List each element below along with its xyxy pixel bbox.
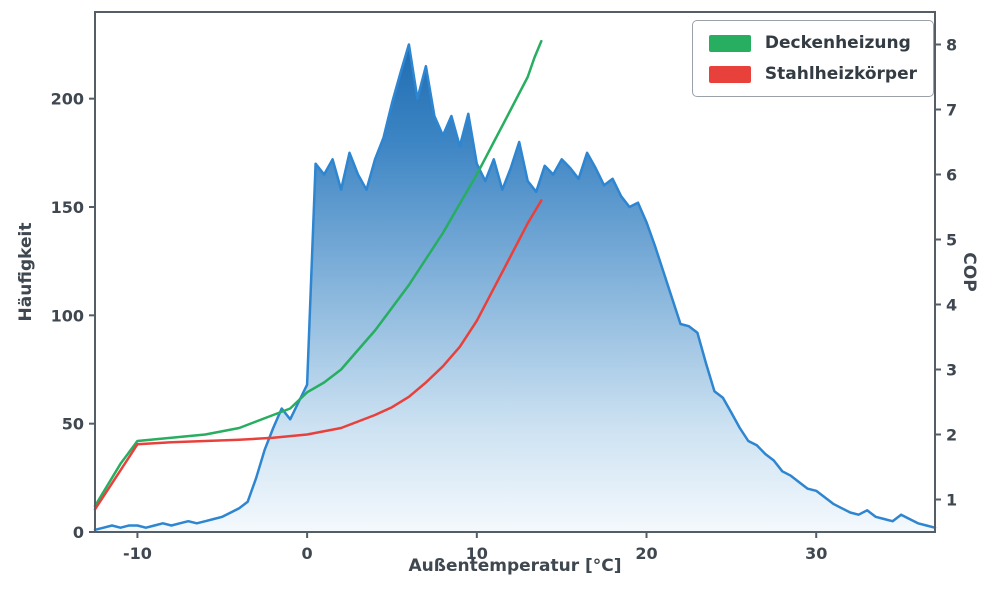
- x-axis-label: Außentemperatur [°C]: [408, 556, 622, 576]
- plot-border: [94, 11, 936, 533]
- x-tick-label: 0: [302, 544, 313, 563]
- y-axis-label-left: Häufigkeit: [16, 222, 36, 322]
- y-left-tick-label: 200: [51, 90, 84, 109]
- legend-swatch-deckenheizung: [708, 34, 751, 52]
- x-tick-label: -10: [123, 544, 152, 563]
- legend-label-stahlheizkoerper: Stahlheizkörper: [764, 64, 917, 84]
- y-right-tick-label: 2: [946, 426, 957, 445]
- y-right-tick-label: 7: [946, 101, 957, 120]
- y-right-tick-label: 8: [946, 36, 957, 55]
- x-tick-label: 20: [635, 544, 657, 563]
- line-series-1: [93, 199, 543, 511]
- line-series-0: [93, 39, 543, 508]
- y-right-tick-label: 3: [946, 361, 957, 380]
- legend-item-stahlheizkoerper: Stahlheizkörper: [708, 64, 917, 84]
- y-left-tick-label: 100: [51, 306, 84, 325]
- y-left-tick-label: 50: [62, 415, 84, 434]
- y-right-tick-label: 4: [946, 296, 957, 315]
- y-right-tick-label: 1: [946, 491, 957, 510]
- legend-label-deckenheizung: Deckenheizung: [764, 33, 911, 53]
- y-left-tick-label: 0: [73, 523, 84, 542]
- y-left-tick-label: 150: [51, 198, 84, 217]
- axes: -10 0 10 20 30 0 50 100 150 200 1 2 3 4 5 6 7 8: [51, 11, 957, 563]
- histogram-area: [95, 44, 935, 532]
- y-axis-label-right: COP: [959, 252, 979, 292]
- legend: Deckenheizung Stahlheizkörper: [691, 20, 934, 97]
- y-right-tick-label: 5: [946, 231, 957, 250]
- legend-item-deckenheizung: Deckenheizung: [708, 33, 917, 53]
- x-tick-label: 30: [805, 544, 827, 563]
- x-tick-label: 10: [466, 544, 488, 563]
- histogram-outline: [93, 43, 937, 532]
- legend-swatch-stahlheizkoerper: [708, 65, 751, 83]
- y-right-tick-label: 6: [946, 166, 957, 185]
